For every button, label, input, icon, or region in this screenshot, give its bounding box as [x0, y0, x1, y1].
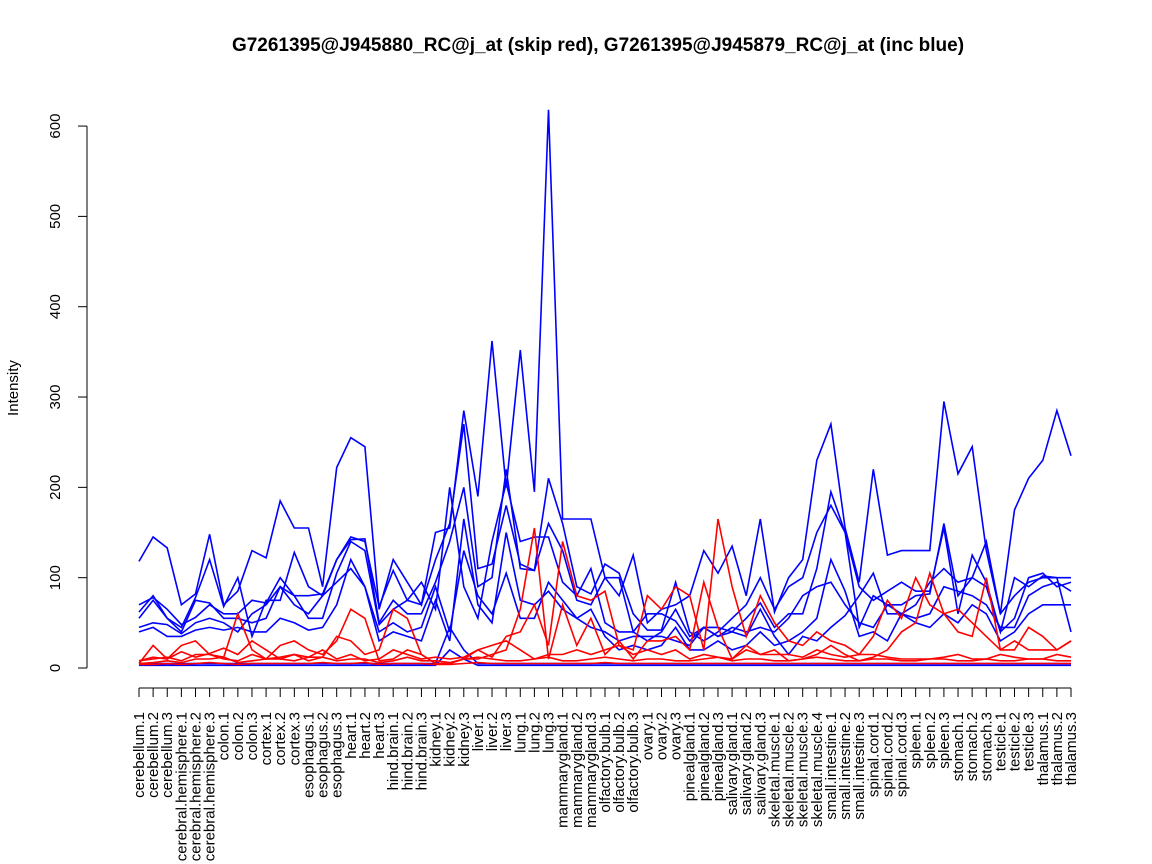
x-tick-label: thalamus.2	[1049, 712, 1066, 785]
x-tick-label: skeletal.muscle.1	[766, 712, 783, 827]
x-tick-label: pinealgland.1	[682, 712, 699, 801]
y-tick-label: 0	[47, 664, 64, 672]
x-tick-label: thalamus.3	[1063, 712, 1080, 785]
series-line-skip-11	[138, 640, 1072, 662]
x-tick-label: small.intestine.3	[851, 712, 868, 820]
x-tick-label: ovary.2	[653, 712, 670, 760]
x-tick-label: salivary.gland.1	[724, 712, 741, 815]
x-tick-label: colon.3	[244, 712, 261, 760]
series-line-skip-12	[138, 656, 1071, 665]
x-tick-label: olfactory.bulb.1	[597, 712, 614, 813]
x-tick-label: stomach.3	[978, 712, 995, 781]
y-tick-label: 600	[47, 114, 64, 139]
x-tick-label: spinal.cord.1	[865, 712, 882, 797]
x-tick-label: liver.2	[484, 712, 501, 751]
x-tick-label: kidney.1	[428, 712, 445, 767]
x-tick-label: salivary.gland.2	[738, 712, 755, 815]
x-tick-label: mammarygland.3	[583, 712, 600, 828]
x-tick-label: spleen.3	[936, 712, 953, 769]
x-tick-label: cortex.1	[258, 712, 275, 765]
x-tick-label: testicle.2	[1007, 712, 1024, 771]
x-tick-label: heart.3	[371, 712, 388, 759]
x-axis: cerebellum.1cerebellum.2cerebellum.3cere…	[131, 687, 1080, 861]
x-tick-label: skeletal.muscle.2	[781, 712, 798, 827]
y-tick-label: 500	[47, 204, 64, 229]
plot-area	[138, 109, 1072, 667]
x-tick-label: spleen.2	[922, 712, 939, 769]
x-tick-label: hind.brain.2	[399, 712, 416, 790]
x-tick-label: cerebral.hemisphere.1	[173, 712, 190, 861]
x-tick-label: kidney.2	[442, 712, 459, 767]
series-line-skip-13	[139, 661, 1071, 666]
y-tick-label: 400	[47, 294, 64, 319]
x-tick-label: skeletal.muscle.4	[809, 712, 826, 827]
y-tick-label: 200	[47, 475, 64, 500]
x-tick-label: heart.1	[343, 712, 360, 759]
x-tick-label: liver.3	[498, 712, 515, 751]
x-tick-label: ovary.3	[668, 712, 685, 760]
x-tick-label: olfactory.bulb.2	[611, 712, 628, 813]
y-axis: 0 100 200 300 400 500 600	[47, 114, 88, 672]
x-tick-label: spinal.cord.3	[894, 712, 911, 797]
series-line-inc-8	[139, 648, 1071, 667]
series-line-inc-2	[138, 423, 1072, 642]
chart-title: G7261395@J945880_RC@j_at (skip red), G72…	[232, 35, 964, 56]
x-tick-label: pinealgland.3	[710, 712, 727, 801]
x-tick-label: stomach.2	[964, 712, 981, 781]
x-tick-label: ovary.1	[639, 712, 656, 760]
x-tick-label: cortex.3	[286, 712, 303, 765]
x-tick-label: small.intestine.2	[837, 712, 854, 820]
x-tick-label: cerebral.hemisphere.3	[202, 712, 219, 861]
series-line-inc-3	[138, 469, 1071, 643]
y-tick-label: 100	[47, 565, 64, 590]
x-tick-label: spinal.cord.2	[879, 712, 896, 797]
x-tick-label: cortex.2	[272, 712, 289, 765]
x-tick-label: spleen.1	[908, 712, 925, 769]
series-line-inc-5	[138, 550, 1072, 647]
x-tick-label: lung.2	[526, 712, 543, 753]
x-tick-label: cerebellum.2	[145, 712, 162, 798]
x-tick-label: hind.brain.3	[413, 712, 430, 790]
x-tick-label: lung.3	[541, 712, 558, 753]
x-tick-label: salivary.gland.3	[752, 712, 769, 815]
x-tick-label: hind.brain.1	[385, 712, 402, 790]
x-tick-label: cerebellum.3	[159, 712, 176, 798]
series-line-inc-1	[138, 109, 1072, 625]
x-tick-label: olfactory.bulb.3	[625, 712, 642, 813]
series-line-inc-4	[138, 482, 1072, 656]
x-tick-label: mammarygland.2	[569, 712, 586, 828]
x-tick-label: kidney.3	[456, 712, 473, 767]
x-tick-label: liver.1	[470, 712, 487, 751]
x-tick-label: esophagus.2	[315, 712, 332, 798]
x-tick-label: mammarygland.1	[555, 712, 572, 828]
x-tick-label: colon.1	[216, 712, 233, 760]
x-tick-label: pinealgland.2	[696, 712, 713, 801]
x-tick-label: lung.1	[512, 712, 529, 753]
x-tick-label: testicle.1	[992, 712, 1009, 771]
x-tick-label: thalamus.1	[1035, 712, 1052, 785]
x-tick-label: colon.2	[230, 712, 247, 760]
x-tick-label: skeletal.muscle.3	[795, 712, 812, 827]
y-axis-label: Intensity	[5, 360, 22, 416]
x-tick-label: stomach.1	[950, 712, 967, 781]
x-tick-label: heart.2	[357, 712, 374, 759]
x-tick-label: cerebellum.1	[131, 712, 148, 798]
series-line-skip-10	[138, 527, 1072, 665]
y-tick-label: 300	[47, 385, 64, 410]
x-tick-label: cerebral.hemisphere.2	[187, 712, 204, 861]
x-tick-label: esophagus.1	[300, 712, 317, 798]
x-tick-label: esophagus.3	[329, 712, 346, 798]
x-tick-label: small.intestine.1	[823, 712, 840, 820]
x-tick-label: testicle.3	[1021, 712, 1038, 771]
